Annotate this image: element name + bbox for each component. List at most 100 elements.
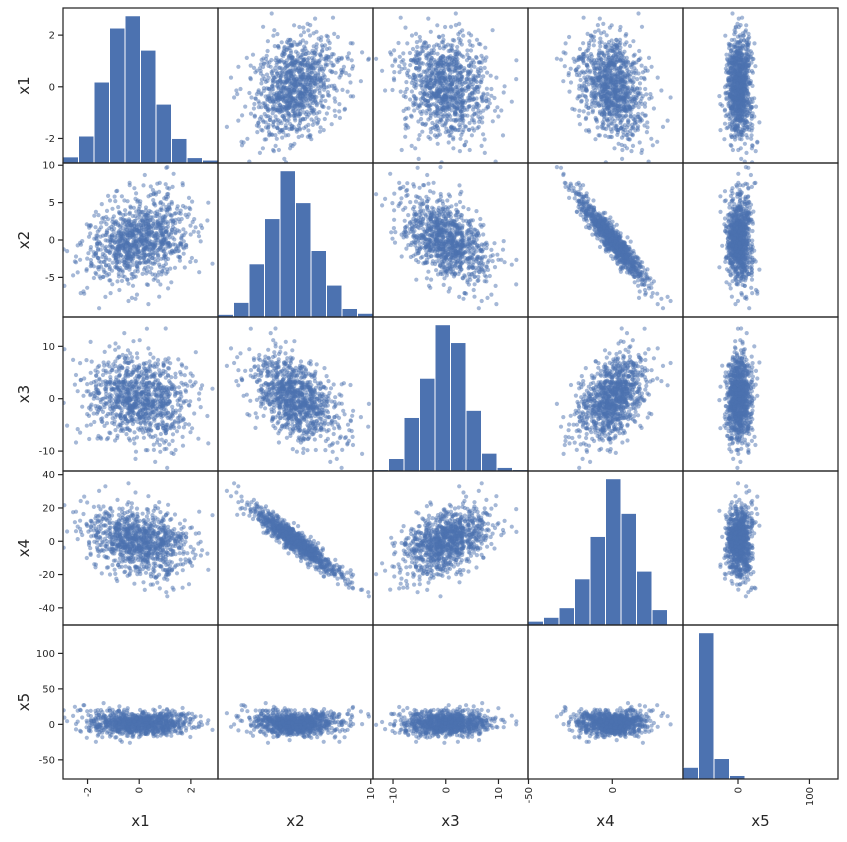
scatter-point (722, 121, 728, 126)
scatter-point (627, 137, 632, 142)
scatter-point (338, 73, 343, 78)
scatter-point (471, 118, 476, 123)
scatter-point (597, 74, 602, 80)
scatter-point (487, 101, 492, 106)
scatter-point (440, 54, 445, 59)
scatter-point (272, 101, 277, 106)
scatter-point (93, 209, 98, 214)
scatter-point (197, 270, 202, 275)
scatter-point (441, 40, 446, 45)
scatter-point (426, 66, 431, 71)
scatter-point (752, 96, 757, 101)
scatter-point (272, 28, 277, 33)
scatter-point (301, 82, 306, 87)
scatter-point (583, 85, 588, 90)
scatter-point (162, 196, 167, 201)
scatter-point (374, 56, 379, 61)
scatter-point (474, 37, 480, 42)
scatter-point (744, 59, 749, 64)
scatter-point (722, 107, 728, 112)
scatter-point (297, 71, 302, 76)
scatter-point (169, 280, 174, 285)
scatter-point (463, 124, 468, 129)
scatter-point (465, 113, 470, 118)
scatter-point (178, 211, 183, 216)
scatter-point (602, 117, 607, 122)
scatter-point (351, 94, 356, 99)
scatter-point (441, 105, 446, 110)
scatter-point (419, 60, 424, 65)
scatter-point (89, 263, 94, 268)
scatter-point (458, 124, 463, 129)
scatter-point (278, 59, 283, 64)
scatter-point (389, 52, 394, 57)
scatter-point (126, 298, 131, 304)
scatter-point (86, 251, 91, 256)
scatter-point (591, 43, 596, 48)
scatter-point (409, 89, 414, 94)
scatter-point (605, 48, 610, 53)
scatter-point (734, 62, 739, 68)
scatter-point (636, 105, 641, 110)
scatter-point (281, 94, 286, 99)
scatter-point (561, 79, 566, 84)
scatter-point (127, 218, 132, 224)
scatter-point (426, 134, 431, 140)
scatter-point (478, 42, 483, 47)
scatter-point (96, 267, 101, 272)
scatter-point (723, 33, 728, 38)
scatter-point (278, 119, 283, 124)
scatter-point (599, 40, 604, 45)
scatter-point (591, 100, 596, 105)
scatter-point (625, 72, 631, 77)
scatter-point (650, 143, 655, 148)
scatter-point (302, 99, 307, 104)
scatter-point (743, 28, 749, 33)
scatter-point (332, 108, 337, 113)
scatter-point (481, 56, 486, 61)
scatter-point (269, 95, 274, 100)
scatter-point (447, 100, 452, 105)
scatter-point (345, 56, 351, 61)
scatter-point (306, 56, 311, 61)
scatter-point (583, 88, 589, 93)
scatter-point (424, 92, 430, 97)
scatter-point (449, 59, 454, 64)
scatter-point (274, 62, 279, 67)
scatter-point (299, 91, 304, 96)
scatter-point (185, 214, 190, 220)
scatter-point (300, 133, 305, 138)
scatter-point (300, 48, 305, 53)
scatter-point (757, 120, 762, 125)
scatter-point (266, 75, 271, 80)
scatter-point (456, 72, 461, 77)
scatter-point (748, 81, 753, 86)
scatter-point (428, 111, 433, 116)
scatter-point (730, 11, 735, 16)
scatter-point (305, 73, 310, 78)
scatter-point (593, 91, 598, 96)
scatter-point (301, 58, 306, 63)
scatter-point (747, 54, 752, 59)
scatter-point (396, 40, 401, 46)
scatter-point (286, 40, 291, 46)
scatter-point (257, 116, 262, 121)
scatter-point (613, 77, 618, 82)
scatter-point (418, 38, 423, 43)
scatter-point (484, 55, 489, 60)
scatter-point (608, 92, 614, 97)
scatter-point (173, 231, 178, 236)
scatter-point (727, 93, 732, 98)
scatter-point (481, 74, 486, 79)
scatter-point (333, 113, 338, 119)
scatter-point (581, 15, 586, 20)
scatter-point (299, 62, 304, 67)
scatter-point (435, 71, 441, 76)
scatter-point (172, 265, 178, 270)
scatter-point (440, 33, 446, 38)
scatter-point (749, 51, 755, 56)
scatter-point (421, 49, 426, 54)
scatter-point (138, 209, 143, 215)
scatter-point (630, 132, 635, 137)
scatter-point (301, 30, 307, 35)
